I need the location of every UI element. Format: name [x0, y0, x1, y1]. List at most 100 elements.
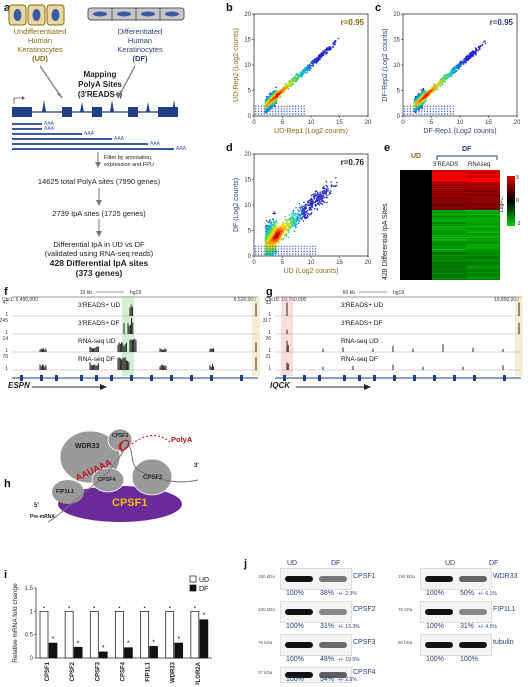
heatmap-cell — [466, 228, 500, 229]
exon — [453, 375, 456, 381]
exon — [358, 375, 361, 381]
heatmap-cell — [466, 177, 500, 178]
heatmap-cell — [432, 214, 466, 215]
scatter-point — [449, 74, 451, 76]
heatmap-cell — [432, 226, 466, 227]
heatmap-cell — [432, 239, 466, 240]
track-max: 245 — [0, 318, 8, 324]
heatmap-cell — [400, 259, 432, 260]
track-max: 26 — [265, 336, 271, 342]
x-tick-label: 15 — [336, 120, 343, 126]
scatter-point — [324, 188, 326, 190]
scatter-point — [281, 237, 283, 239]
scatter-point — [276, 94, 278, 96]
heatmap-cell — [432, 198, 466, 199]
scatter-point — [288, 232, 290, 234]
heatmap-cell — [400, 257, 432, 258]
ipa-sites: 2739 IpA sites (1725 genes) — [4, 209, 194, 218]
heatmap-cell — [400, 220, 432, 221]
heatmap-cell — [400, 183, 432, 184]
scatter-point — [289, 248, 290, 249]
scatter-point — [313, 198, 315, 200]
heatmap-cell — [400, 181, 432, 182]
heatmap-cell — [432, 182, 466, 183]
heatmap-cell — [466, 183, 500, 184]
heatmap-cell — [400, 258, 432, 259]
diff-summary: Differential IpA in UD vs DF (validated … — [0, 240, 198, 278]
scatter-point — [475, 52, 477, 54]
heatmap-cell — [432, 203, 466, 204]
scatter-point — [310, 68, 312, 70]
scatter-point — [301, 111, 302, 112]
scatter-point — [416, 100, 418, 102]
scatter-point — [327, 188, 329, 190]
scatter-point — [413, 108, 414, 109]
heatmap-cell — [432, 171, 466, 172]
scatter-point — [294, 80, 296, 82]
scatter-point — [300, 208, 302, 210]
heatmap-cell — [466, 203, 500, 204]
scatter-point — [418, 106, 419, 107]
scatter-point — [287, 224, 289, 226]
scatter-point — [427, 113, 428, 114]
scatter-point — [296, 218, 298, 220]
scatter-point — [317, 209, 319, 211]
heatmap-cell — [466, 249, 500, 250]
scatter-point — [317, 58, 319, 60]
scatter-point — [273, 239, 275, 241]
scatter-point — [289, 111, 290, 112]
scatter-point — [266, 230, 268, 232]
df-cells-illustration — [87, 7, 185, 21]
scatter-point — [298, 113, 299, 114]
scatter-point — [284, 113, 285, 114]
scatter-point — [304, 108, 305, 109]
heatmap-cell — [432, 227, 466, 228]
heatmap-cell — [432, 238, 466, 239]
diff-line-4: (373 genes) — [0, 268, 198, 278]
scatter-point — [255, 253, 256, 254]
scatter-point — [444, 74, 446, 76]
scatter-point — [293, 209, 295, 211]
scatter-point — [323, 201, 325, 203]
scatter-point — [295, 248, 296, 249]
heatmap-cell — [400, 184, 432, 185]
heatmap-cell — [432, 189, 466, 190]
heatmap-cell — [432, 176, 466, 177]
heatmap-cell — [432, 178, 466, 179]
scatter-point — [466, 58, 468, 60]
y-tick-label: 5 — [248, 89, 252, 95]
heatmap-cell — [466, 219, 500, 220]
scatter-point — [270, 92, 272, 94]
heatmap-cell — [432, 206, 466, 207]
label-wdr33: WDR33 — [75, 443, 100, 450]
scatter-point — [430, 88, 432, 90]
scatter-point — [463, 63, 465, 65]
heatmap-cell — [400, 207, 432, 208]
scatter-point — [407, 113, 408, 114]
heatmap-cell — [432, 217, 466, 218]
heatmap-cell — [400, 201, 432, 202]
scatter-point — [270, 231, 272, 233]
scatter-point — [273, 93, 275, 95]
ud-cells-illustration — [8, 4, 66, 26]
heatmap-cell — [432, 232, 466, 233]
label-fip1l1: FIP1L1 — [56, 489, 74, 495]
scatter-point — [286, 253, 287, 254]
arrow-2 — [94, 219, 104, 239]
scatter-point — [313, 196, 315, 198]
scatter-point — [445, 79, 447, 81]
scatter-point — [430, 111, 431, 112]
scale-label: 10 kb — [80, 290, 92, 296]
scatter-point — [318, 204, 320, 206]
label-premrna: Pre-mRNA — [30, 514, 55, 520]
scatter-point — [281, 225, 283, 227]
scatter-point — [273, 227, 275, 229]
scatter-point — [275, 253, 276, 254]
scatter-point — [301, 212, 303, 214]
scatter-point — [269, 243, 271, 245]
exon — [110, 375, 113, 381]
heatmap-cell — [432, 179, 466, 180]
scatter-point — [286, 113, 287, 114]
scatter-point — [304, 113, 305, 114]
